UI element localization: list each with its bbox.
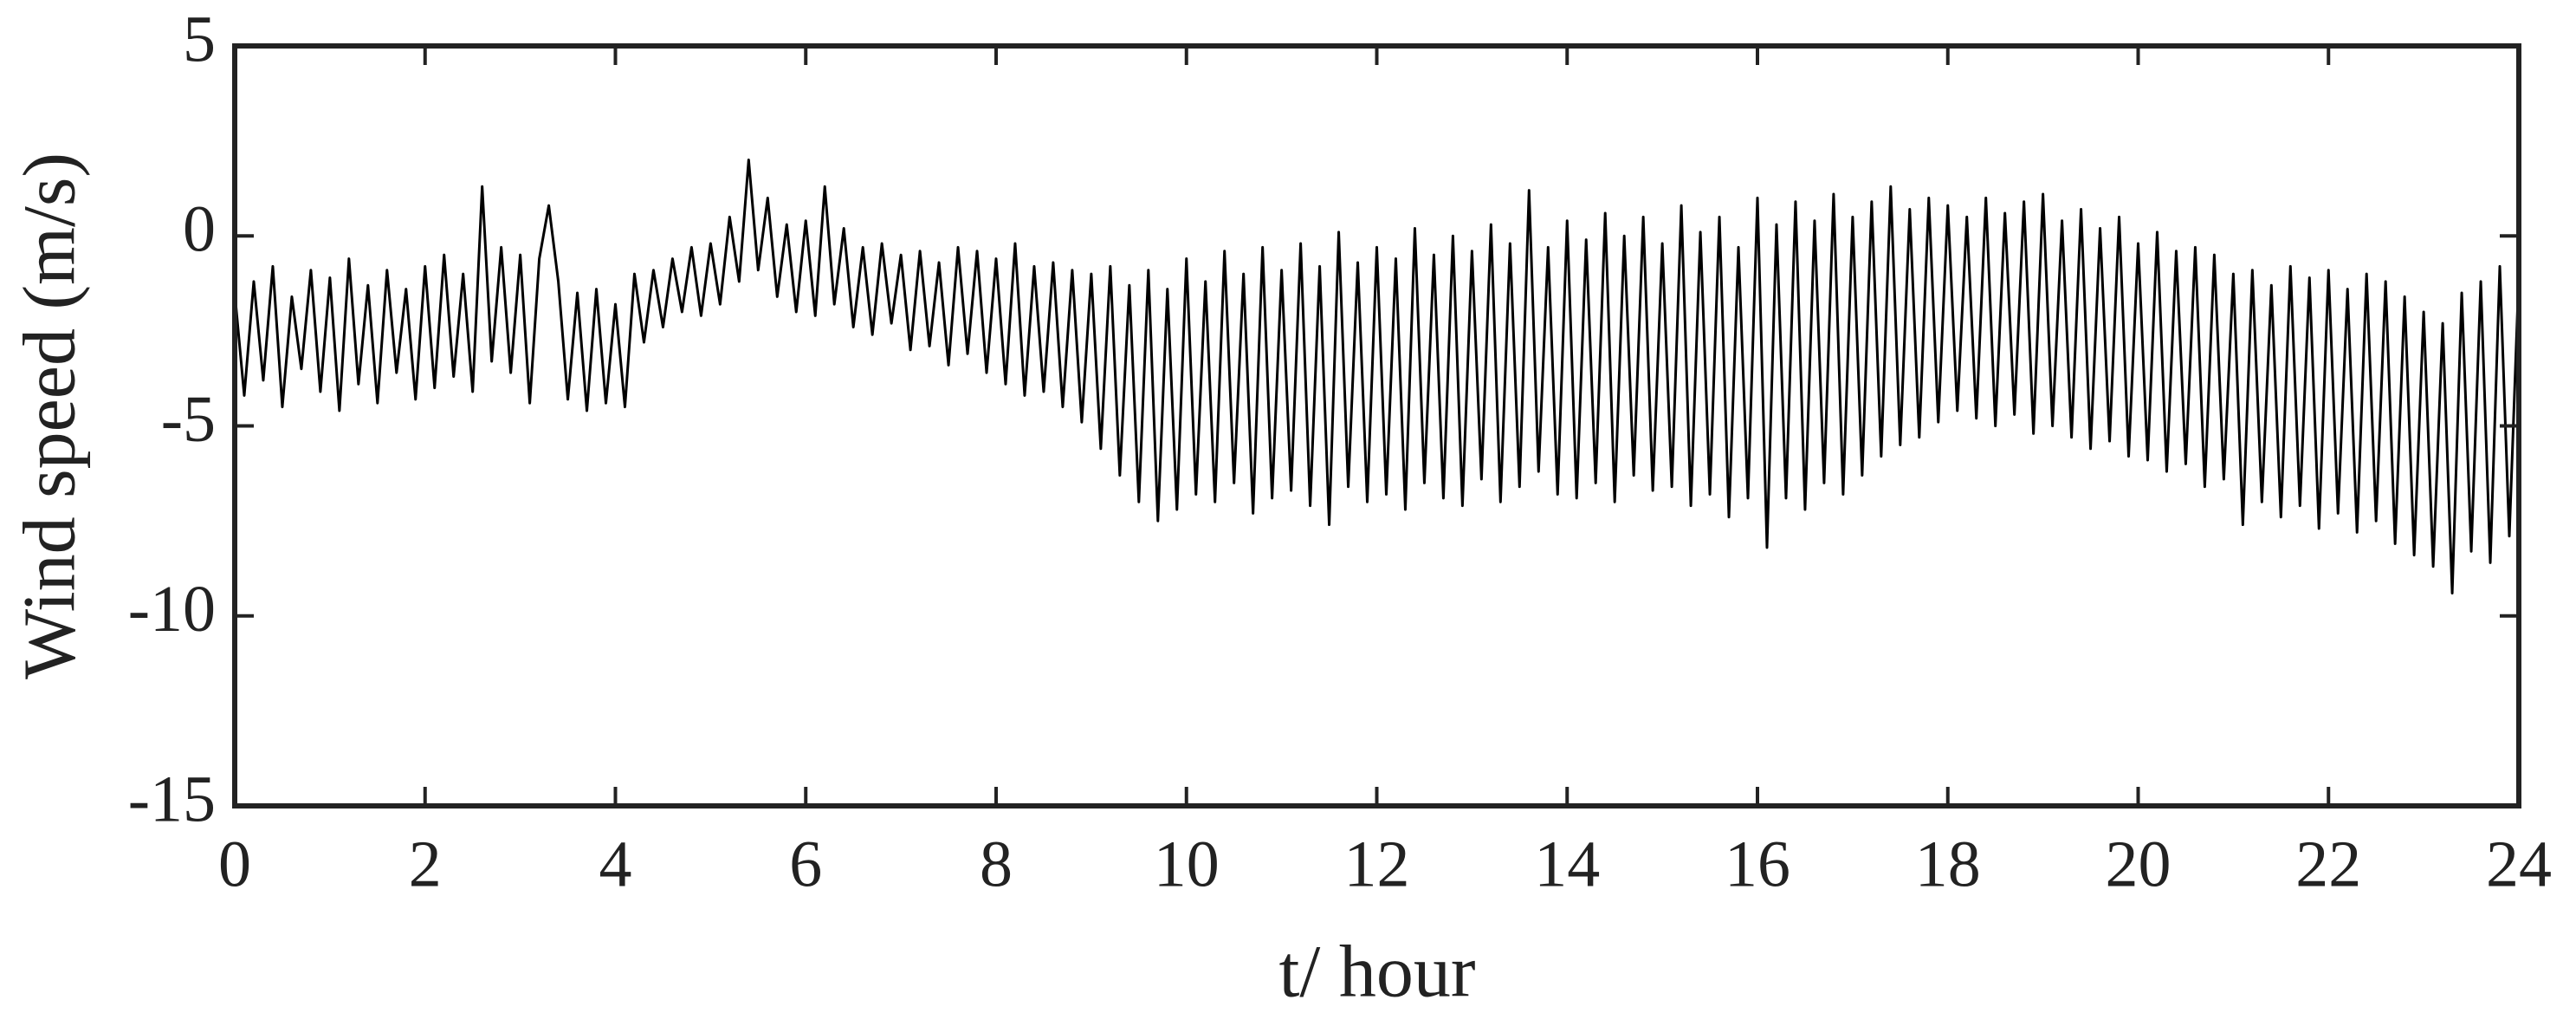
x-tick-label: 6 <box>789 828 822 900</box>
x-tick-label: 22 <box>2295 828 2361 900</box>
x-tick-label: 18 <box>1915 828 1981 900</box>
y-tick-label: -5 <box>161 383 216 456</box>
x-tick-label: 0 <box>218 828 251 900</box>
x-tick-label: 10 <box>1154 828 1220 900</box>
y-axis-label: Wind speed (m/s) <box>8 153 91 679</box>
x-tick-label: 14 <box>1534 828 1600 900</box>
x-tick-label: 20 <box>2106 828 2171 900</box>
y-tick-label: -10 <box>128 573 216 646</box>
y-tick-label: 0 <box>183 193 216 266</box>
y-tick-label: 5 <box>183 3 216 75</box>
x-axis-label: t/ hour <box>1279 930 1476 1013</box>
data-line <box>233 159 2521 594</box>
x-tick-label: 12 <box>1344 828 1410 900</box>
x-tick-label: 24 <box>2486 828 2552 900</box>
x-tick-label: 8 <box>980 828 1013 900</box>
plot-frame <box>232 43 2521 808</box>
x-tick-label: 4 <box>599 828 632 900</box>
x-tick-label: 2 <box>409 828 442 900</box>
x-tick-label: 16 <box>1725 828 1790 900</box>
y-tick-label: -15 <box>128 763 216 835</box>
